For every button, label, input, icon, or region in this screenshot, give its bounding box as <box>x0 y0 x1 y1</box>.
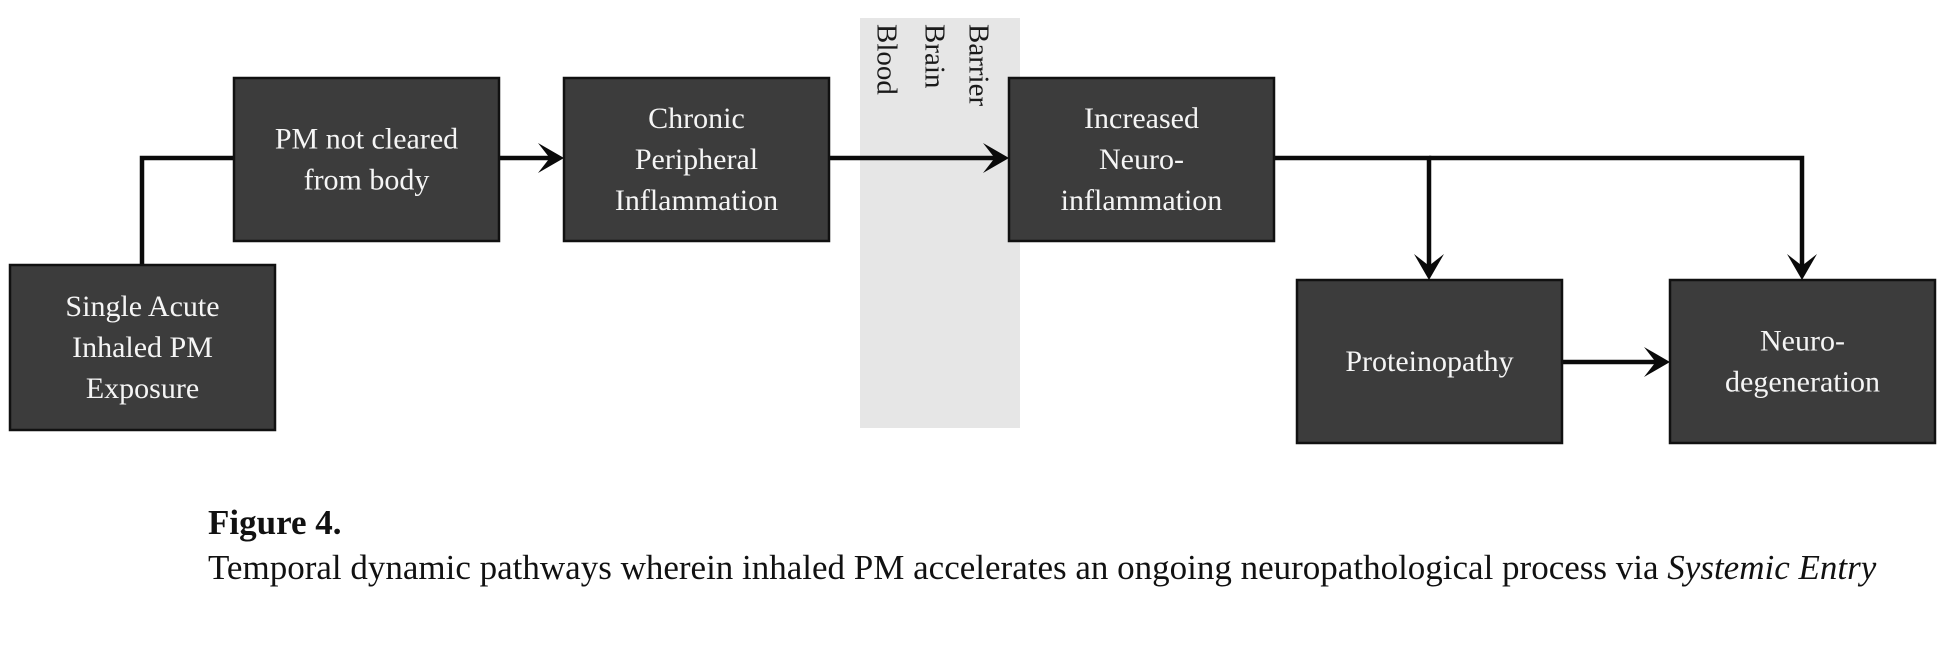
node-neurodegeneration: Neuro-degeneration <box>1668 278 1937 445</box>
node-label-increased-neuroinflammation-line-3: inflammation <box>1061 184 1223 217</box>
edge-increased-neuroinflammation-to-neurodegeneration <box>1429 155 1805 267</box>
nodes: Single Acute Inhaled PM Exposure PM not cle… <box>8 76 1937 445</box>
caption-label: Figure 4. <box>208 503 342 542</box>
node-increased-neuroinflammation: Increased Neuro-inflammation <box>1007 76 1276 243</box>
node-pm-not-cleared: PM not cleared from body <box>232 76 501 243</box>
node-label-proteinopathy-line-1: Proteinopathy <box>1345 345 1513 378</box>
blood-brain-barrier-band <box>860 18 1020 428</box>
node-label-increased-neuroinflammation-line-2: Neuro- <box>1099 143 1184 176</box>
blood-brain-barrier-label: Blood Brain Barrier <box>870 24 994 106</box>
edges <box>139 143 1817 377</box>
caption-body: Temporal dynamic pathways wherein inhale… <box>208 545 1908 590</box>
node-box-neurodegeneration <box>1668 278 1937 445</box>
barrier-label-blood: Blood <box>870 24 902 95</box>
node-label-neurodegeneration-line-1: Neuro- <box>1760 325 1845 358</box>
node-box-proteinopathy <box>1295 278 1564 445</box>
barrier-label-brain: Brain <box>918 24 950 89</box>
node-label-pm-not-cleared-line-2: from body <box>304 164 430 197</box>
edge-single-acute-exposure-to-pm-not-cleared <box>139 155 234 265</box>
node-label-chronic-peripheral-inflammation-line-3: Inflammation <box>615 184 778 217</box>
edge-increased-neuroinflammation-to-proteinopathy <box>1274 155 1432 267</box>
arrowhead-proteinopathy-to-neurodegeneration <box>1644 347 1670 377</box>
node-label-pm-not-cleared-line-1: PM not cleared <box>275 123 458 156</box>
node-chronic-peripheral-inflammation: Chronic Peripheral Inflammation <box>562 76 831 243</box>
arrowhead-chronic-peripheral-inflammation-to-increased-neuroinflammation <box>983 143 1009 173</box>
arrowhead-increased-neuroinflammation-to-proteinopathy <box>1414 254 1444 280</box>
node-box-single-acute-exposure <box>8 263 277 432</box>
node-box-chronic-peripheral-inflammation <box>562 76 831 243</box>
node-box-pm-not-cleared <box>232 76 501 243</box>
arrowhead-increased-neuroinflammation-to-neurodegeneration <box>1787 254 1817 280</box>
caption-text: Temporal dynamic pathways wherein inhale… <box>208 548 1668 587</box>
node-label-chronic-peripheral-inflammation-line-1: Chronic <box>648 102 745 135</box>
figure-caption: Figure 4. Temporal dynamic pathways wher… <box>208 500 1908 590</box>
node-label-single-acute-exposure-line-1: Single Acute <box>65 290 219 323</box>
node-label-increased-neuroinflammation-line-1: Increased <box>1084 102 1199 135</box>
node-single-acute-exposure: Single Acute Inhaled PM Exposure <box>8 263 277 432</box>
node-proteinopathy: Proteinopathy <box>1295 278 1564 445</box>
node-box-increased-neuroinflammation <box>1007 76 1276 243</box>
node-label-single-acute-exposure-line-2: Inhaled PM <box>72 331 213 364</box>
node-label-neurodegeneration-line-2: degeneration <box>1725 366 1880 399</box>
arrowhead-pm-not-cleared-to-chronic-peripheral-inflammation <box>538 143 564 173</box>
node-label-single-acute-exposure-line-3: Exposure <box>86 372 199 405</box>
node-label-chronic-peripheral-inflammation-line-2: Peripheral <box>635 143 758 176</box>
barrier-label-barrier: Barrier <box>962 24 994 106</box>
caption-emphasis: Systemic Entry <box>1667 548 1877 587</box>
